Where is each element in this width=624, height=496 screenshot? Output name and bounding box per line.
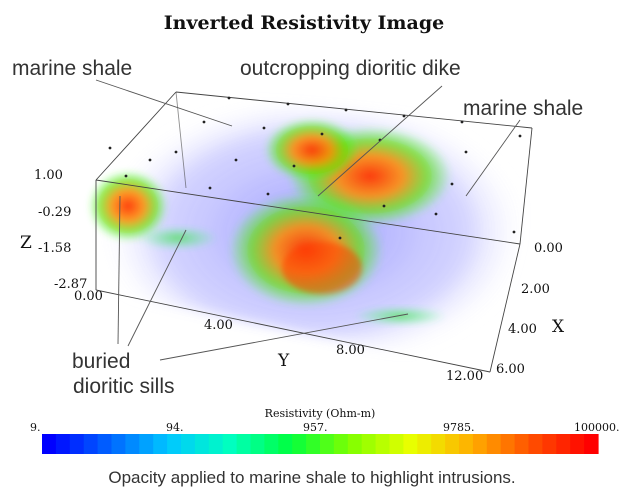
- colorbar-segment: [139, 434, 154, 454]
- colorbar-segment: [69, 434, 85, 454]
- colorbar-segment: [389, 434, 404, 454]
- x-axis-ticks: 0.00 2.00 4.00 6.00: [496, 241, 563, 377]
- annotation-marine-shale-right: marine shale: [463, 97, 583, 120]
- colorbar-segment: [222, 434, 238, 454]
- colorbar-tick: 9785.: [443, 421, 475, 434]
- colorbar-tick: 100000.: [574, 421, 620, 434]
- colorbar-segment: [83, 434, 99, 454]
- colorbar-segment: [528, 434, 543, 454]
- colorbar-segment: [403, 434, 418, 454]
- colorbar-segment: [236, 434, 252, 454]
- x-tick: 6.00: [496, 362, 525, 377]
- colorbar-segment: [292, 434, 307, 454]
- colorbar-segment: [181, 434, 196, 454]
- colorbar-tick: 9.: [30, 421, 41, 434]
- colorbar: [42, 434, 599, 454]
- colorbar-segment: [194, 434, 210, 454]
- z-tick: 1.00: [34, 168, 63, 183]
- colorbar-segment: [264, 434, 279, 454]
- colorbar-segment: [153, 434, 168, 454]
- caption: Opacity applied to marine shale to highl…: [108, 468, 516, 487]
- colorbar-tick: 957.: [303, 421, 328, 434]
- x-tick: 0.00: [534, 241, 563, 256]
- colorbar-segment: [55, 434, 71, 454]
- colorbar-segment: [459, 434, 474, 454]
- colorbar-segment: [500, 434, 516, 454]
- colorbar-segment: [584, 434, 599, 454]
- annotation-leaders: [95, 79, 521, 361]
- colorbar-segment: [542, 434, 557, 454]
- sill-fringe-left: [138, 226, 218, 250]
- colorbar-segment: [167, 434, 182, 454]
- colorbar-segment: [361, 434, 377, 454]
- colorbar-segment: [570, 434, 585, 454]
- colorbar-segment: [278, 434, 293, 454]
- annotation-buried: buried: [72, 350, 130, 373]
- colorbar-segment: [250, 434, 265, 454]
- colorbar-segment: [42, 434, 57, 454]
- annotation-dioritic-sills: dioritic sills: [73, 375, 175, 398]
- colorbar-segment: [375, 434, 391, 454]
- x-axis-label: X: [552, 317, 565, 337]
- colorbar-segment: [472, 434, 488, 454]
- x-tick: 4.00: [508, 322, 537, 337]
- colorbar-ticks: 9. 94. 957. 9785. 100000.: [30, 421, 620, 434]
- colorbar-segment: [111, 434, 126, 454]
- y-axis-label: Y: [277, 351, 290, 371]
- dike-body-upper: [264, 118, 360, 182]
- bounding-box: [95, 91, 533, 373]
- y-tick: 4.00: [204, 318, 233, 333]
- chart-title: Inverted Resistivity Image: [164, 12, 444, 34]
- colorbar-label: Resistivity (Ohm-m): [265, 407, 376, 420]
- colorbar-segment: [208, 434, 224, 454]
- y-tick: 8.00: [336, 343, 365, 358]
- x-tick: 2.00: [521, 282, 550, 297]
- y-axis-ticks: 0.00 4.00 8.00 12.00: [74, 289, 483, 384]
- colorbar-segment: [97, 434, 113, 454]
- colorbar-segment: [417, 434, 432, 454]
- colorbar-segment: [306, 434, 321, 454]
- z-axis-ticks: 1.00 -0.29 -1.58 -2.87: [34, 168, 87, 292]
- annotation-dioritic-dike: outcropping dioritic dike: [240, 57, 461, 80]
- colorbar-segment: [486, 434, 502, 454]
- colorbar-segment: [125, 434, 140, 454]
- electrode-markers: [108, 96, 522, 240]
- colorbar-segment: [514, 434, 530, 454]
- colorbar-segment: [431, 434, 446, 454]
- colorbar-segment: [347, 434, 363, 454]
- colorbar-segment: [333, 434, 349, 454]
- sill-fringe-right: [354, 306, 446, 326]
- colorbar-segment: [556, 434, 571, 454]
- y-tick: 0.00: [74, 289, 103, 304]
- annotation-marine-shale-left: marine shale: [12, 57, 132, 80]
- z-tick: -2.87: [54, 277, 87, 292]
- z-axis-label: Z: [20, 233, 32, 253]
- y-tick: 12.00: [446, 369, 483, 384]
- colorbar-segment: [320, 434, 335, 454]
- colorbar-tick: 94.: [166, 421, 184, 434]
- z-tick: -0.29: [38, 205, 71, 220]
- sill-core-center: [282, 242, 362, 294]
- z-tick: -1.58: [38, 241, 71, 256]
- volume-render: [88, 92, 532, 372]
- colorbar-segment: [445, 434, 460, 454]
